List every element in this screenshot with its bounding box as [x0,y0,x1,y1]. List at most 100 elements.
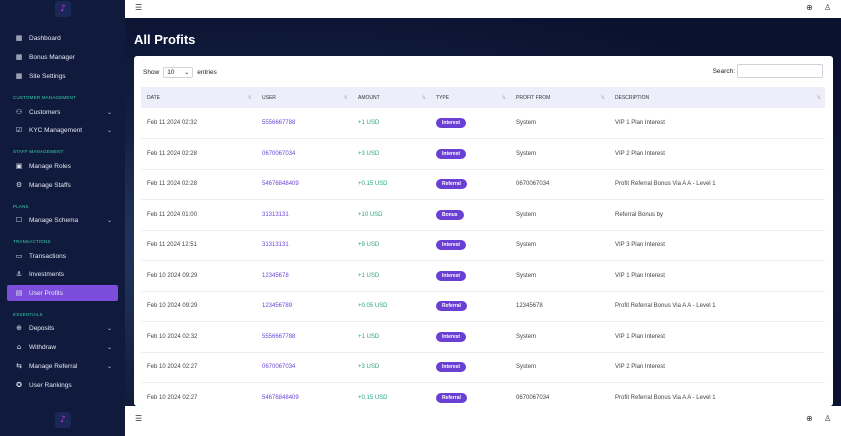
cell-description: VIP 1 Plan Interest [615,120,665,126]
users-icon: ⚇ [15,108,23,116]
cell-user-link[interactable]: 54676848409 [262,394,299,401]
sidebar-item-investments[interactable]: ⚓ Investments [7,266,118,282]
column-header-label: AMOUNT [358,94,380,101]
user-gear-icon: ⚙ [15,181,23,189]
cell-profit-from: System [516,333,537,340]
chevron-down-icon: ⌄ [106,108,112,116]
column-header-label: DATE [147,94,160,101]
cell-profit-from: System [516,242,537,249]
column-header-description[interactable]: DESCRIPTION ⇅ [609,87,825,108]
entries-label: entries [197,69,217,76]
chevron-down-icon: ⌄ [106,324,112,332]
user-icon[interactable]: ♙ [824,3,832,12]
sidebar-item-user-profits[interactable]: ▤ User Profits [7,285,118,301]
cell-amount: +0.05 USD [358,303,388,310]
bottom-bar: ☰ ⊕ ♙ [125,406,841,436]
column-header-amount[interactable]: AMOUNT ⇅ [352,87,430,108]
sidebar-item-manage-referral[interactable]: ⇆ Manage Referral ⌄ [7,358,118,374]
referral-icon: ⇆ [16,362,22,370]
cell-type: Referral [430,169,510,200]
sidebar-item-label: Bonus Manager [29,53,75,61]
search-input[interactable] [737,64,823,78]
column-header-user[interactable]: USER ⇅ [256,87,352,108]
sort-icon: ⇅ [600,94,605,101]
page-size-select[interactable]: 10 ⌄ [163,67,194,78]
hamburger-icon[interactable]: ☰ [135,414,143,423]
cell-type: Interest [430,108,510,139]
type-badge: Referral [436,301,467,312]
bank-icon: ⌂ [16,343,22,351]
cell-date: Feb 10 2024 09:29 [147,272,198,279]
cell-user-link[interactable]: 0670067034 [262,150,296,157]
cell-user-link[interactable]: 31313131 [262,211,289,218]
column-header-label: TYPE [436,94,450,101]
chevron-down-icon: ⌄ [106,126,112,134]
cell-date: Feb 10 2024 09:29 [147,303,198,310]
type-badge: Interest [436,118,467,128]
cell-user-link[interactable]: 5556667788 [262,333,296,340]
cell-amount: +1 USD [358,120,380,126]
table-row: Feb 10 2024 02:27 0670067034 +3 USD Inte… [141,352,825,383]
cell-user-link[interactable]: 5556667788 [262,120,296,126]
table-row: Feb 11 2024 02:28 54676848409 +0.15 USD … [141,169,825,200]
sidebar-item-withdraw[interactable]: ⌂ Withdraw ⌄ [7,339,118,355]
section-label-staff: STAFF MANAGEMENT [13,149,64,154]
cell-amount: +3 USD [358,150,380,157]
chevron-down-icon: ⌄ [184,69,190,76]
search-label: Search: [712,67,735,75]
globe-icon[interactable]: ⊕ [806,3,813,12]
sidebar-item-dashboard[interactable]: ▦ Dashboard [7,30,118,46]
cell-type: Interest [430,139,510,170]
cell-date: Feb 11 2024 12:51 [147,242,197,249]
cell-amount: +0.15 USD [358,394,388,401]
table-row: Feb 11 2024 02:32 5556667788 +1 USD Inte… [141,108,825,139]
logo-icon[interactable]: ♪ [55,1,71,17]
hamburger-icon[interactable]: ☰ [135,3,143,12]
column-header-date[interactable]: DATE ⇅ [141,87,256,108]
chevron-down-icon: ⌄ [106,216,112,224]
cell-user-link[interactable]: 123456789 [262,303,293,310]
sidebar-item-kyc-management[interactable]: ☑ KYC Management ⌄ [7,122,118,138]
type-badge: Bonus [436,209,464,220]
cell-type: Referral [430,383,510,407]
cell-type: Referral [430,291,510,322]
plus-circle-icon: ⊕ [16,324,22,332]
wallet-icon: ▤ [15,289,23,297]
sidebar-item-manage-staffs[interactable]: ⚙ Manage Staffs [7,177,118,193]
cell-profit-from: 12345678 [516,303,543,310]
sidebar-item-manage-schema[interactable]: ☐ Manage Schema ⌄ [7,212,118,228]
sidebar-item-transactions[interactable]: ▭ Transactions [7,248,118,264]
sidebar-item-bonus-manager[interactable]: ▦ Bonus Manager [7,49,118,65]
award-icon: ✪ [16,381,22,389]
cell-description: VIP 2 Plan Interest [615,150,665,157]
cell-description: Profit Referral Bonus Via A A - Level 1 [615,303,716,310]
sidebar-item-manage-roles[interactable]: ▣ Manage Roles [7,158,118,174]
sidebar-item-site-settings[interactable]: ▦ Site Settings [7,68,118,84]
user-icon[interactable]: ♙ [824,414,832,423]
logo-icon[interactable]: ♪ [55,412,71,428]
sort-icon: ⇅ [247,94,252,101]
cell-user-link[interactable]: 54676848409 [262,181,299,188]
cell-date: Feb 10 2024 02:27 [147,394,198,401]
column-header-type[interactable]: TYPE ⇅ [430,87,510,108]
cell-user-link[interactable]: 0670067034 [262,364,296,371]
sidebar-item-customers[interactable]: ⚇ Customers ⌄ [7,104,118,120]
sidebar-item-label: Manage Roles [29,162,71,170]
type-badge: Interest [436,270,467,281]
cell-user-link[interactable]: 31313131 [262,242,289,249]
cell-user-link[interactable]: 12345678 [262,272,289,279]
sort-icon: ⇅ [421,94,426,101]
sidebar-item-label: Manage Staffs [29,181,71,189]
table-row: Feb 11 2024 02:28 0670067034 +3 USD Inte… [141,139,825,170]
section-label-essentials: ESSENTIALS [13,312,43,317]
sidebar-item-label: Withdraw [29,343,57,351]
grid-icon: ▦ [15,72,23,80]
cell-profit-from: 0670067034 [516,394,550,401]
section-label-customer: CUSTOMER MANAGEMENT [13,95,76,100]
globe-icon[interactable]: ⊕ [806,414,813,423]
column-header-profit-from[interactable]: PROFIT FROM ⇅ [510,87,609,108]
sidebar-item-deposits[interactable]: ⊕ Deposits ⌄ [7,320,118,336]
chevron-down-icon: ⌄ [106,362,112,370]
id-card-icon: ▣ [15,162,23,170]
sidebar-item-user-rankings[interactable]: ✪ User Rankings [7,377,118,393]
